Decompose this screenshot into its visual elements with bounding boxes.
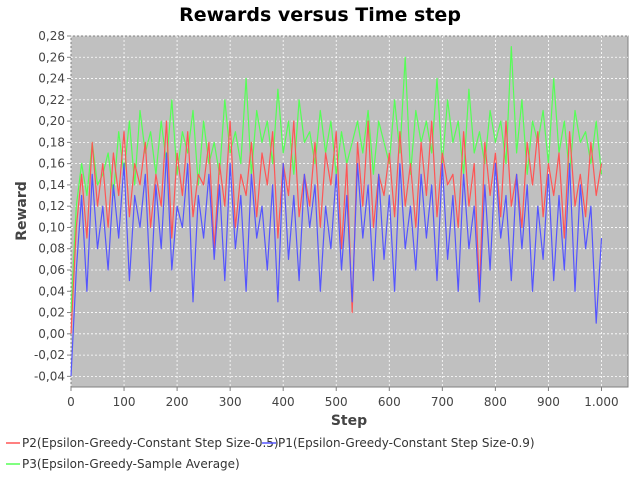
legend: P2(Epsilon-Greedy-Constant Step Size-0.5… (6, 436, 535, 471)
y-tick-label: 0,08 (38, 242, 65, 256)
x-tick-label: 800 (484, 395, 507, 409)
y-tick-label: 0,06 (38, 263, 65, 277)
series-lines (70, 45, 603, 377)
y-tick-label: 0,14 (38, 178, 65, 192)
y-tick-label: 0,24 (38, 72, 65, 86)
y-tick-label: -0,02 (34, 348, 65, 362)
y-tick-label: 0,00 (38, 327, 65, 341)
y-tick-label: 0,18 (38, 135, 65, 149)
series-line-2 (70, 120, 603, 334)
y-tick-label: 0,02 (38, 306, 65, 320)
x-tick-label: 700 (431, 395, 454, 409)
y-tick-label: -0,04 (34, 369, 65, 383)
x-tick-label: 500 (325, 395, 348, 409)
legend-label: P2(Epsilon-Greedy-Constant Step Size-0.5… (22, 436, 279, 450)
x-tick-label: 0 (67, 395, 75, 409)
x-axis-label: Step (331, 413, 367, 429)
x-tick-label: 600 (378, 395, 401, 409)
y-axis-label: Reward (14, 181, 30, 241)
y-tick-label: 0,16 (38, 157, 65, 171)
x-tick-label: 100 (113, 395, 136, 409)
y-tick-label: 0,10 (38, 220, 65, 234)
y-tick-label: 0,04 (38, 284, 65, 298)
legend-item: P3(Epsilon-Greedy-Sample Average) (6, 457, 240, 471)
x-tick-label: 200 (166, 395, 189, 409)
y-tick-label: 0,12 (38, 199, 65, 213)
y-tick-label: 0,28 (38, 29, 65, 43)
y-tick-label: 0,26 (38, 50, 65, 64)
chart-title: Rewards versus Time step (179, 4, 461, 26)
x-tick-label: 300 (219, 395, 242, 409)
axes: -0,04 -0,02 0,00 0,02 0,04 0,06 0,08 0,10 0,12 0,… (34, 29, 619, 409)
legend-item: P2(Epsilon-Greedy-Constant Step Size-0.5… (6, 436, 279, 450)
x-tick-label: 1.000 (584, 395, 618, 409)
legend-label: P3(Epsilon-Greedy-Sample Average) (22, 457, 240, 471)
y-tick-label: 0,20 (38, 114, 65, 128)
legend-label: P1(Epsilon-Greedy-Constant Step Size-0.9… (278, 436, 535, 450)
x-tick-label: 900 (537, 395, 560, 409)
series-line-3 (70, 152, 603, 377)
y-tick-label: 0,22 (38, 93, 65, 107)
x-tick-label: 400 (272, 395, 295, 409)
legend-item: P1(Epsilon-Greedy-Constant Step Size-0.9… (262, 436, 535, 450)
